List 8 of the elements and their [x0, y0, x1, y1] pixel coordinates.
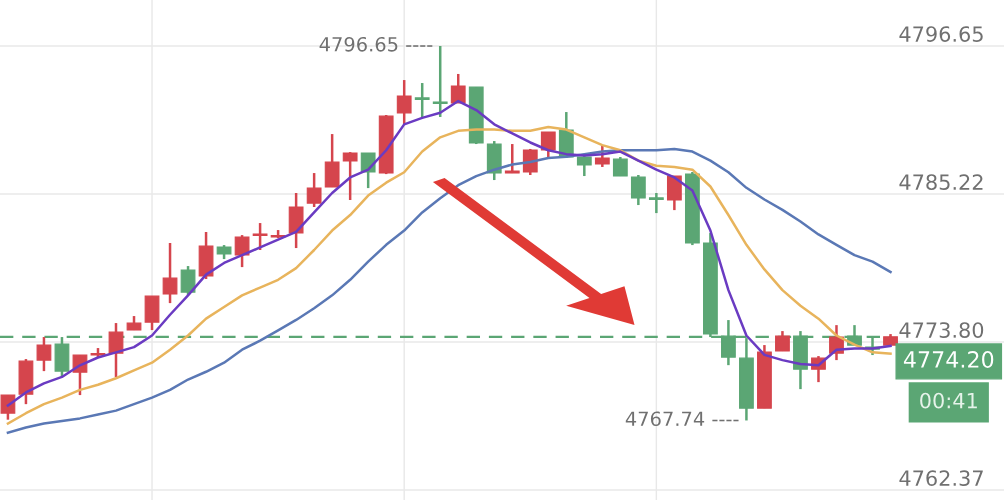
annotation: 4767.74 ----	[625, 411, 739, 427]
y-tick-label: 4796.65	[899, 26, 983, 42]
y-tick-label: 4785.22	[899, 174, 983, 191]
annotation: 4796.65 ----	[319, 36, 433, 52]
y-tick-label: 4773.80	[899, 322, 984, 338]
text: 00:41	[920, 392, 977, 409]
y-tick-label: 4762.37	[899, 470, 983, 486]
ref-line-label: 4774.20	[903, 351, 994, 368]
